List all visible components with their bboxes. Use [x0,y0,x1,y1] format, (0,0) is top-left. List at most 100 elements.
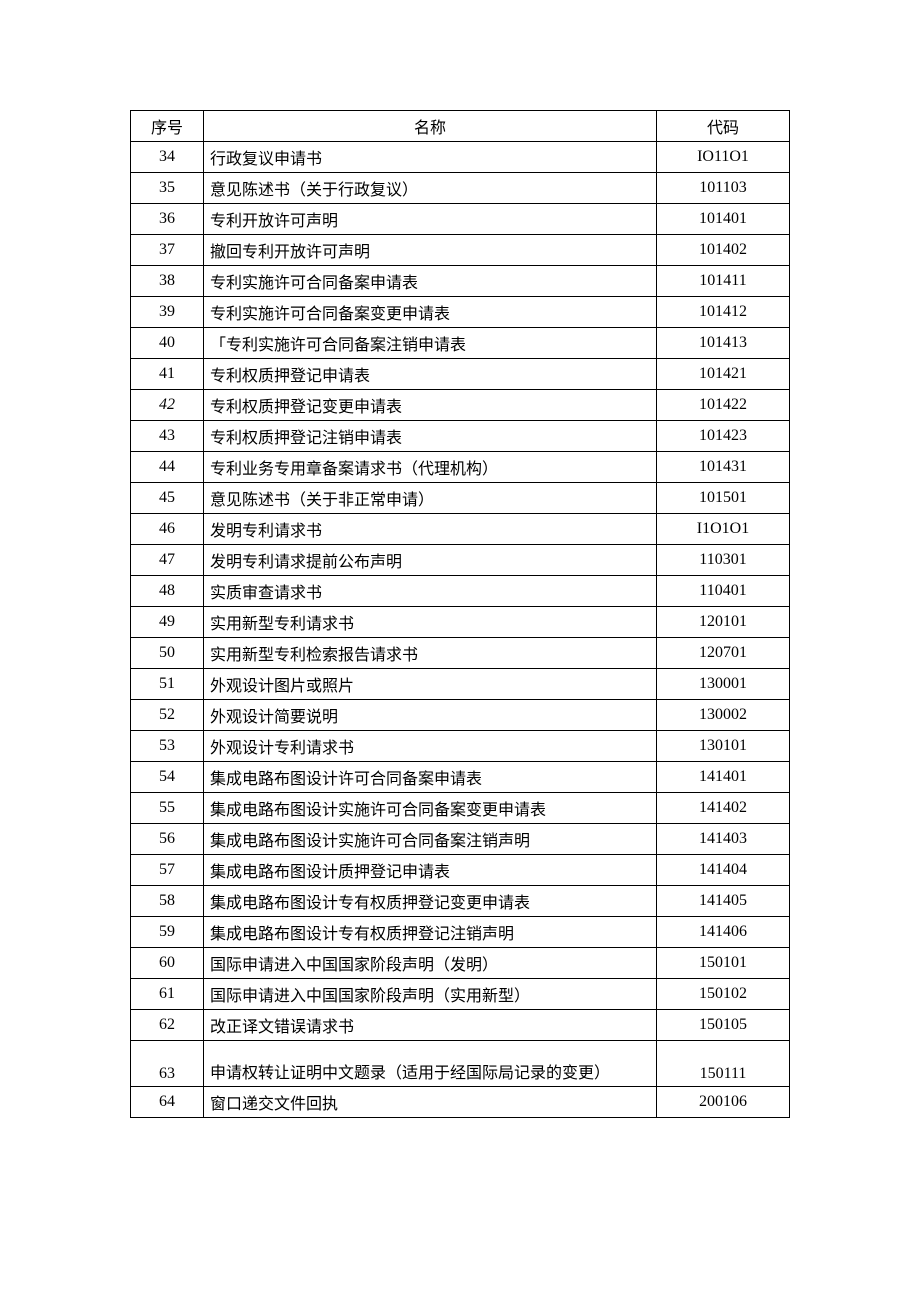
cell-code: 101431 [657,452,790,483]
header-code: 代码 [657,111,790,142]
cell-seq: 47 [131,545,204,576]
cell-seq: 56 [131,824,204,855]
table-row: 49实用新型专利请求书120101 [131,607,790,638]
cell-code: IO11O1 [657,142,790,173]
table-row: 53外观设计专利请求书130101 [131,731,790,762]
cell-seq: 45 [131,483,204,514]
cell-name: 撤回专利开放许可声明 [204,235,657,266]
cell-seq: 36 [131,204,204,235]
cell-name: 外观设计专利请求书 [204,731,657,762]
table-row: 41专利权质押登记申请表101421 [131,359,790,390]
cell-name: 集成电路布图设计许可合同备案申请表 [204,762,657,793]
table-row: 46发明专利请求书I1O1O1 [131,514,790,545]
cell-code: 141401 [657,762,790,793]
table-row: 35意见陈述书（关于行政复议）101103 [131,173,790,204]
cell-seq: 58 [131,886,204,917]
cell-name: 改正译文错误请求书 [204,1010,657,1041]
table-row: 40「专利实施许可合同备案注销申请表101413 [131,328,790,359]
cell-seq: 52 [131,700,204,731]
table-row: 64窗口递交文件回执200106 [131,1087,790,1118]
cell-name: 集成电路布图设计专有权质押登记注销声明 [204,917,657,948]
cell-name: 专利权质押登记申请表 [204,359,657,390]
cell-seq: 63 [131,1041,204,1087]
cell-code: 110401 [657,576,790,607]
cell-name: 意见陈述书（关于非正常申请） [204,483,657,514]
table-row: 44专利业务专用章备案请求书（代理机构）101431 [131,452,790,483]
table-row: 39专利实施许可合同备案变更申请表101412 [131,297,790,328]
cell-seq: 41 [131,359,204,390]
cell-name: 专利业务专用章备案请求书（代理机构） [204,452,657,483]
header-name: 名称 [204,111,657,142]
cell-seq: 62 [131,1010,204,1041]
table-row: 58集成电路布图设计专有权质押登记变更申请表141405 [131,886,790,917]
table-row: 51外观设计图片或照片130001 [131,669,790,700]
table-row: 45意见陈述书（关于非正常申请）101501 [131,483,790,514]
cell-seq: 53 [131,731,204,762]
table-row: 56集成电路布图设计实施许可合同备案注销声明141403 [131,824,790,855]
table-row: 42专利权质押登记变更申请表101422 [131,390,790,421]
cell-code: 141406 [657,917,790,948]
table-row: 52外观设计简要说明130002 [131,700,790,731]
cell-name: 专利实施许可合同备案申请表 [204,266,657,297]
cell-seq: 42 [131,390,204,421]
cell-name: 专利权质押登记注销申请表 [204,421,657,452]
cell-seq: 39 [131,297,204,328]
cell-seq: 44 [131,452,204,483]
cell-code: 101421 [657,359,790,390]
table-row: 63申请权转让证明中文题录（适用于经国际局记录的变更）150111 [131,1041,790,1087]
cell-name: 申请权转让证明中文题录（适用于经国际局记录的变更） [204,1041,657,1087]
cell-seq: 43 [131,421,204,452]
table-row: 57集成电路布图设计质押登记申请表141404 [131,855,790,886]
cell-name: 实用新型专利请求书 [204,607,657,638]
cell-seq: 60 [131,948,204,979]
cell-code: 200106 [657,1087,790,1118]
cell-code: 130001 [657,669,790,700]
table-row: 50实用新型专利检索报告请求书120701 [131,638,790,669]
cell-name: 行政复议申请书 [204,142,657,173]
table-row: 55集成电路布图设计实施许可合同备案变更申请表141402 [131,793,790,824]
cell-seq: 59 [131,917,204,948]
cell-code: 141403 [657,824,790,855]
cell-name: 发明专利请求提前公布声明 [204,545,657,576]
cell-seq: 64 [131,1087,204,1118]
cell-code: 150105 [657,1010,790,1041]
cell-code: 130002 [657,700,790,731]
cell-code: 101422 [657,390,790,421]
cell-code: I1O1O1 [657,514,790,545]
table-header-row: 序号 名称 代码 [131,111,790,142]
cell-name: 国际申请进入中国国家阶段声明（发明） [204,948,657,979]
cell-seq: 57 [131,855,204,886]
cell-code: 101423 [657,421,790,452]
table-row: 36专利开放许可声明101401 [131,204,790,235]
cell-seq: 38 [131,266,204,297]
cell-code: 141402 [657,793,790,824]
cell-code: 150111 [657,1041,790,1087]
cell-name: 实用新型专利检索报告请求书 [204,638,657,669]
cell-seq: 35 [131,173,204,204]
table-row: 34行政复议申请书IO11O1 [131,142,790,173]
cell-seq: 48 [131,576,204,607]
cell-name: 专利开放许可声明 [204,204,657,235]
cell-code: 150102 [657,979,790,1010]
table-row: 60国际申请进入中国国家阶段声明（发明）150101 [131,948,790,979]
cell-seq: 49 [131,607,204,638]
cell-code: 101412 [657,297,790,328]
header-seq: 序号 [131,111,204,142]
cell-seq: 46 [131,514,204,545]
cell-name: 意见陈述书（关于行政复议） [204,173,657,204]
cell-name: 集成电路布图设计质押登记申请表 [204,855,657,886]
cell-code: 150101 [657,948,790,979]
cell-name: 窗口递交文件回执 [204,1087,657,1118]
cell-code: 141405 [657,886,790,917]
table-row: 54集成电路布图设计许可合同备案申请表141401 [131,762,790,793]
cell-seq: 37 [131,235,204,266]
cell-code: 110301 [657,545,790,576]
table-row: 38专利实施许可合同备案申请表101411 [131,266,790,297]
table-row: 48实质审查请求书110401 [131,576,790,607]
cell-name: 外观设计简要说明 [204,700,657,731]
table-row: 43专利权质押登记注销申请表101423 [131,421,790,452]
cell-code: 141404 [657,855,790,886]
cell-seq: 50 [131,638,204,669]
cell-code: 101413 [657,328,790,359]
cell-name: 发明专利请求书 [204,514,657,545]
